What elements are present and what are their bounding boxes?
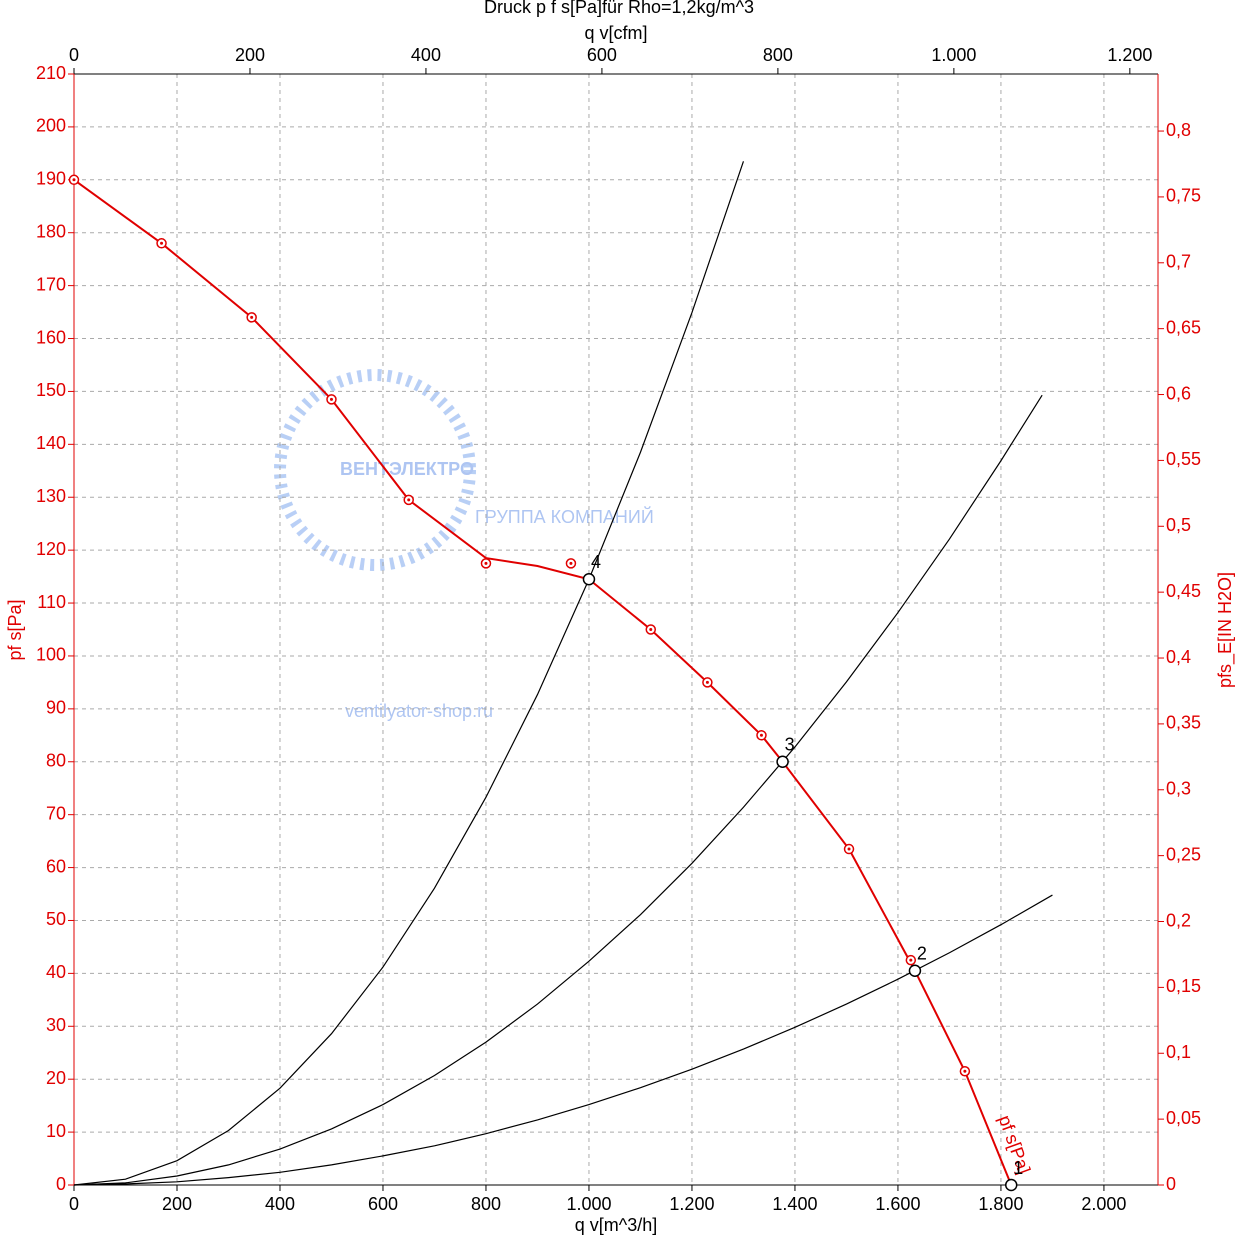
y-axis-label: pf s[Pa] [5,599,25,660]
x2-tick-label: 800 [763,45,793,65]
y-tick-label: 200 [36,116,66,136]
x-tick-label: 400 [265,1194,295,1214]
watermark-logo [274,369,476,571]
x-tick-label: 0 [69,1194,79,1214]
y-tick-label: 0 [56,1174,66,1194]
x-axis-label: q v[m^3/h] [575,1215,657,1235]
x-tick-label: 200 [162,1194,192,1214]
y2-tick-label: 0,6 [1166,383,1191,403]
y2-axis-label: pfs_E[IN H2O] [1215,572,1236,688]
y-tick-label: 90 [46,698,66,718]
y-tick-label: 180 [36,221,66,241]
y2-tick-label: 0,7 [1166,252,1191,272]
point-label: 3 [785,735,795,755]
x2-tick-label: 1.000 [931,45,976,65]
y2-tick-label: 0,1 [1166,1042,1191,1062]
x-tick-label: 1.800 [978,1194,1023,1214]
y2-tick-label: 0,05 [1166,1108,1201,1128]
y2-tick-label: 0,3 [1166,779,1191,799]
y2-tick-label: 0,55 [1166,449,1201,469]
y-tick-label: 150 [36,380,66,400]
measured-point-dot [250,315,254,319]
y2-tick-label: 0,5 [1166,515,1191,535]
y2-tick-label: 0,25 [1166,844,1201,864]
y-tick-label: 70 [46,803,66,823]
fan-curve [73,178,1013,1186]
measured-point-dot [705,680,709,684]
y2-tick-label: 0,45 [1166,581,1201,601]
measured-point-dot [909,958,913,962]
y2-tick-label: 0,15 [1166,976,1201,996]
operating-point [776,755,789,769]
y-tick-label: 160 [36,327,66,347]
x2-axis-label: q v[cfm] [584,23,647,43]
x2-tick-label: 600 [587,45,617,65]
watermark-text: ventilyator-shop.ru [345,701,493,721]
y-tick-label: 210 [36,63,66,83]
watermark-text: ГРУППА КОМПАНИЙ [475,506,654,527]
x-tick-label: 800 [471,1194,501,1214]
y-tick-label: 60 [46,856,66,876]
measured-point-dot [759,733,763,737]
x2-tick-label: 400 [411,45,441,65]
x2-tick-label: 200 [235,45,265,65]
operating-point [908,964,922,977]
x-tick-label: 1.400 [772,1194,817,1214]
measured-point-dot [329,397,333,401]
measured-point-dot [407,498,411,502]
y2-tick-label: 0,4 [1166,647,1191,667]
y2-tick-label: 0 [1166,1174,1176,1194]
y-tick-label: 20 [46,1068,66,1088]
y-tick-label: 130 [36,486,66,506]
operating-point [1004,1178,1018,1192]
y2-tick-label: 0,2 [1166,910,1191,930]
measured-point-dot [847,847,851,851]
y-tick-label: 30 [46,1015,66,1035]
measured-point-dot [160,241,164,245]
x-tick-label: 1.000 [566,1194,611,1214]
x-tick-label: 1.200 [669,1194,714,1214]
point-label: 1 [1013,1158,1023,1178]
x2-tick-label: 1.200 [1107,45,1152,65]
measured-point-dot [649,628,653,631]
x-tick-label: 1.600 [875,1194,920,1214]
measured-point-dot [484,561,488,565]
y-tick-label: 140 [36,433,66,453]
y-tick-label: 120 [36,539,66,559]
y-tick-label: 170 [36,274,66,294]
system-curve [73,894,1053,1186]
operating-point [582,572,596,586]
y-tick-label: 190 [36,169,66,189]
measured-point-dot [569,561,573,565]
y-tick-label: 10 [46,1121,66,1141]
measured-point-dot [72,178,76,182]
x2-tick-label: 0 [69,45,79,65]
y2-tick-label: 0,75 [1166,186,1201,206]
measured-point-dot [963,1069,967,1073]
watermark: ВЕНТЭЛЕКТРО ГРУППА КОМПАНИЙ ventilyator-… [274,369,654,721]
chart-title: Druck p f s[Pa]für Rho=1,2kg/m^3 [484,0,754,17]
x-tick-label: 600 [368,1194,398,1214]
y2-tick-label: 0,35 [1166,713,1201,733]
y-tick-label: 100 [36,645,66,665]
point-label: 4 [591,552,601,572]
y-tick-label: 110 [37,592,66,612]
watermark-text: ВЕНТЭЛЕКТРО [340,459,474,479]
y-tick-label: 40 [46,962,66,982]
system-curve [73,394,1043,1186]
point-label: 2 [917,943,927,963]
system-curve [73,161,745,1186]
y2-tick-label: 0,65 [1166,317,1201,337]
x-tick-label: 2.000 [1081,1194,1126,1214]
y-tick-label: 50 [46,909,66,929]
y-tick-label: 80 [46,751,66,771]
y2-tick-label: 0,8 [1166,120,1191,140]
